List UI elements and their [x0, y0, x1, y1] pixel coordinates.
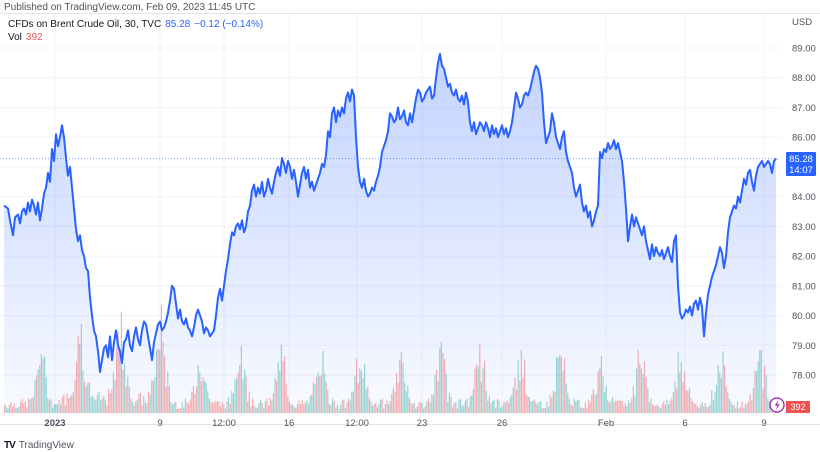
time-tick: 9 [157, 418, 162, 429]
price-tick: 88.00 [792, 73, 816, 84]
time-tick: 16 [284, 418, 295, 429]
volume-value: 392 [25, 32, 43, 43]
lightning-icon[interactable] [769, 397, 785, 413]
time-tick: 12:00 [345, 418, 369, 429]
price-tick: 80.00 [792, 311, 816, 322]
currency-label: USD [792, 17, 812, 28]
time-tick: 23 [417, 418, 428, 429]
brand-name: TradingView [18, 440, 74, 451]
time-tick: 9 [761, 418, 766, 429]
time-tick: 2023 [44, 418, 65, 429]
price-line [3, 52, 777, 373]
price-axis[interactable]: USD 89.00 88.00 87.00 86.00 84.00 83.00 82.00 8… [792, 17, 816, 382]
price-change: −0.12 (−0.14%) [194, 19, 264, 30]
price-tick: 81.00 [792, 281, 816, 292]
volume-row[interactable]: Vol 392 [8, 31, 263, 44]
tradingview-logo-icon: TV [4, 440, 16, 451]
symbol-row[interactable]: CFDs on Brent Crude Oil, 30, TVC 85.28 −0.… [8, 18, 263, 31]
footer-branding[interactable]: TV TradingView [4, 440, 74, 451]
price-tick: 79.00 [792, 341, 816, 352]
price-tick: 78.00 [792, 371, 816, 382]
volume-badge: 392 [786, 401, 810, 413]
price-tick: 84.00 [792, 192, 816, 203]
price-area [4, 53, 776, 414]
last-price-label: 85.28 [789, 154, 813, 165]
last-price-badge: 85.28 14:07 [786, 152, 816, 176]
price-tick: 89.00 [792, 44, 816, 55]
price-tick: 86.00 [792, 133, 816, 144]
time-tick: Feb [598, 418, 614, 429]
symbol-title[interactable]: CFDs on Brent Crude Oil, 30, TVC [8, 19, 162, 30]
last-price: 85.28 [165, 19, 191, 30]
price-chart[interactable]: USD 89.00 88.00 87.00 86.00 84.00 83.00 82.00 8… [0, 0, 820, 440]
price-tick: 83.00 [792, 222, 816, 233]
chart-legend: CFDs on Brent Crude Oil, 30, TVC 85.28 −0.… [8, 18, 263, 44]
countdown-label: 14:07 [789, 165, 813, 176]
volume-axis-label: 392 [790, 402, 805, 412]
time-axis[interactable]: 2023 9 12:00 16 12:00 23 26 Feb 6 9 [44, 418, 766, 429]
time-tick: 26 [497, 418, 508, 429]
published-note: Published on TradingView.com, Feb 09, 20… [4, 2, 256, 13]
price-tick: 87.00 [792, 103, 816, 114]
volume-label: Vol [8, 32, 22, 43]
time-tick: 12:00 [212, 418, 236, 429]
chart-frame [0, 13, 820, 425]
time-tick: 6 [682, 418, 687, 429]
price-tick: 82.00 [792, 252, 816, 263]
